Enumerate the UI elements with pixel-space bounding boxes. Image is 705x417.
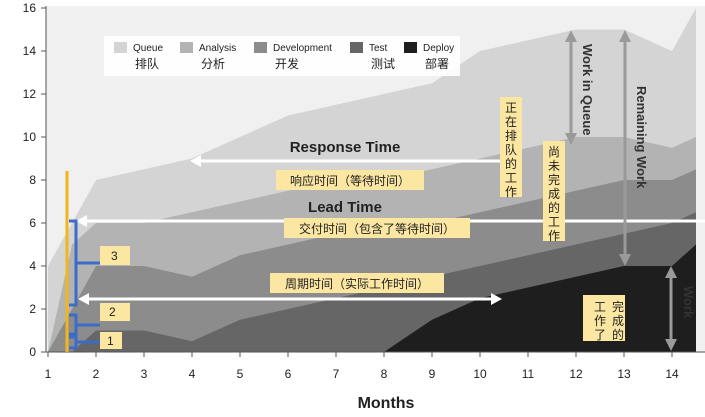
bracket-2-label: 2 [109, 305, 116, 319]
y-tick-label: 8 [29, 173, 36, 187]
bracket-1-label: 1 [107, 334, 114, 348]
y-tick-label: 6 [29, 216, 36, 230]
cycle-time-zh-label: 周期时间（实际工作时间） [285, 276, 429, 291]
x-tick-label: 11 [522, 367, 535, 381]
response-time-zh-box [276, 170, 424, 190]
bracket-3-box [100, 246, 130, 265]
in-queue-zh-box [500, 97, 522, 197]
response-time-title: Response Time [290, 139, 401, 156]
legend-label-zh: 开发 [275, 56, 299, 71]
bracket-2 [69, 313, 100, 336]
legend-background [104, 36, 460, 76]
cycle-time-zh-box [270, 273, 444, 293]
legend-label: Analysis [199, 43, 236, 54]
x-tick-label: 13 [617, 367, 631, 381]
x-tick-label: 8 [381, 367, 388, 381]
legend-label-zh: 排队 [135, 56, 159, 71]
bracket-3 [69, 219, 100, 307]
legend-item-development: Development 开发 [254, 42, 332, 71]
x-tick-label: 7 [333, 367, 340, 381]
work-arrow [665, 266, 677, 351]
legend-swatch [254, 42, 267, 53]
y-tick-label: 10 [23, 130, 37, 144]
response-time-arrow [190, 155, 500, 167]
legend-item-queue: Queue 排队 [114, 42, 163, 71]
unfinished-zh-box [543, 141, 565, 241]
y-tick-label: 2 [29, 302, 36, 316]
bracket-2-box [100, 303, 130, 321]
x-tick-label: 6 [285, 367, 292, 381]
x-axis-title: Months [358, 395, 415, 412]
x-tick-label: 2 [93, 367, 100, 381]
y-tick-label: 16 [23, 1, 37, 15]
x-tick-label: 4 [189, 367, 196, 381]
x-tick-label: 9 [429, 367, 436, 381]
unfinished-zh-label: 尚未完成的工作 [548, 145, 560, 243]
bracket-1-box [100, 332, 122, 349]
in-queue-zh-label: 正在排队的工作 [505, 101, 517, 199]
lead-time-zh-box [284, 218, 470, 238]
x-tick-label: 14 [665, 367, 679, 381]
bracket-3-label: 3 [111, 249, 118, 263]
legend-label: Test [369, 43, 388, 54]
y-tick-label: 14 [23, 44, 37, 58]
legend-label-zh: 部署 [425, 56, 449, 71]
completed-zh-label: 完成的工作了 [594, 299, 624, 342]
x-tick-label: 12 [569, 367, 583, 381]
area-deploy [48, 244, 696, 352]
remaining-work-label: Remaining Work [634, 86, 649, 189]
lead-time-zh-label: 交付时间（包含了等待时间） [299, 221, 455, 236]
legend-swatch [114, 42, 127, 53]
y-tick-label: 0 [29, 345, 36, 359]
legend-item-analysis: Analysis 分析 [180, 42, 236, 71]
legend-label: Deploy [423, 43, 454, 54]
lead-time-title: Lead Time [308, 199, 382, 216]
work-in-queue-label: Work in Queue [580, 44, 595, 136]
work-in-queue-arrow [565, 30, 577, 145]
legend-swatch [350, 42, 363, 53]
completed-zh-box [583, 295, 625, 341]
legend: Queue 排队 Analysis 分析 Development 开发 Test 测试 Depl… [104, 36, 460, 76]
legend-label-zh: 测试 [371, 56, 395, 71]
x-tick-label: 5 [237, 367, 244, 381]
response-time-zh-label: 响应时间（等待时间） [290, 173, 410, 188]
y-tick-label: 12 [23, 87, 37, 101]
cycle-time-arrow [78, 293, 502, 305]
legend-item-test: Test 测试 [350, 42, 395, 71]
legend-item-deploy: Deploy 部署 [404, 42, 454, 71]
remaining-work-arrow [619, 30, 631, 266]
x-tick-label: 3 [141, 367, 148, 381]
bracket-1 [69, 335, 100, 350]
x-tick-label: 10 [473, 367, 487, 381]
legend-label: Development [273, 43, 332, 54]
work-label: Work [681, 286, 696, 319]
x-tick-label: 1 [45, 367, 52, 381]
legend-label-zh: 分析 [201, 57, 225, 71]
legend-swatch [180, 42, 193, 53]
legend-swatch [404, 42, 417, 53]
legend-label: Queue [133, 43, 163, 54]
y-tick-label: 4 [29, 259, 36, 273]
